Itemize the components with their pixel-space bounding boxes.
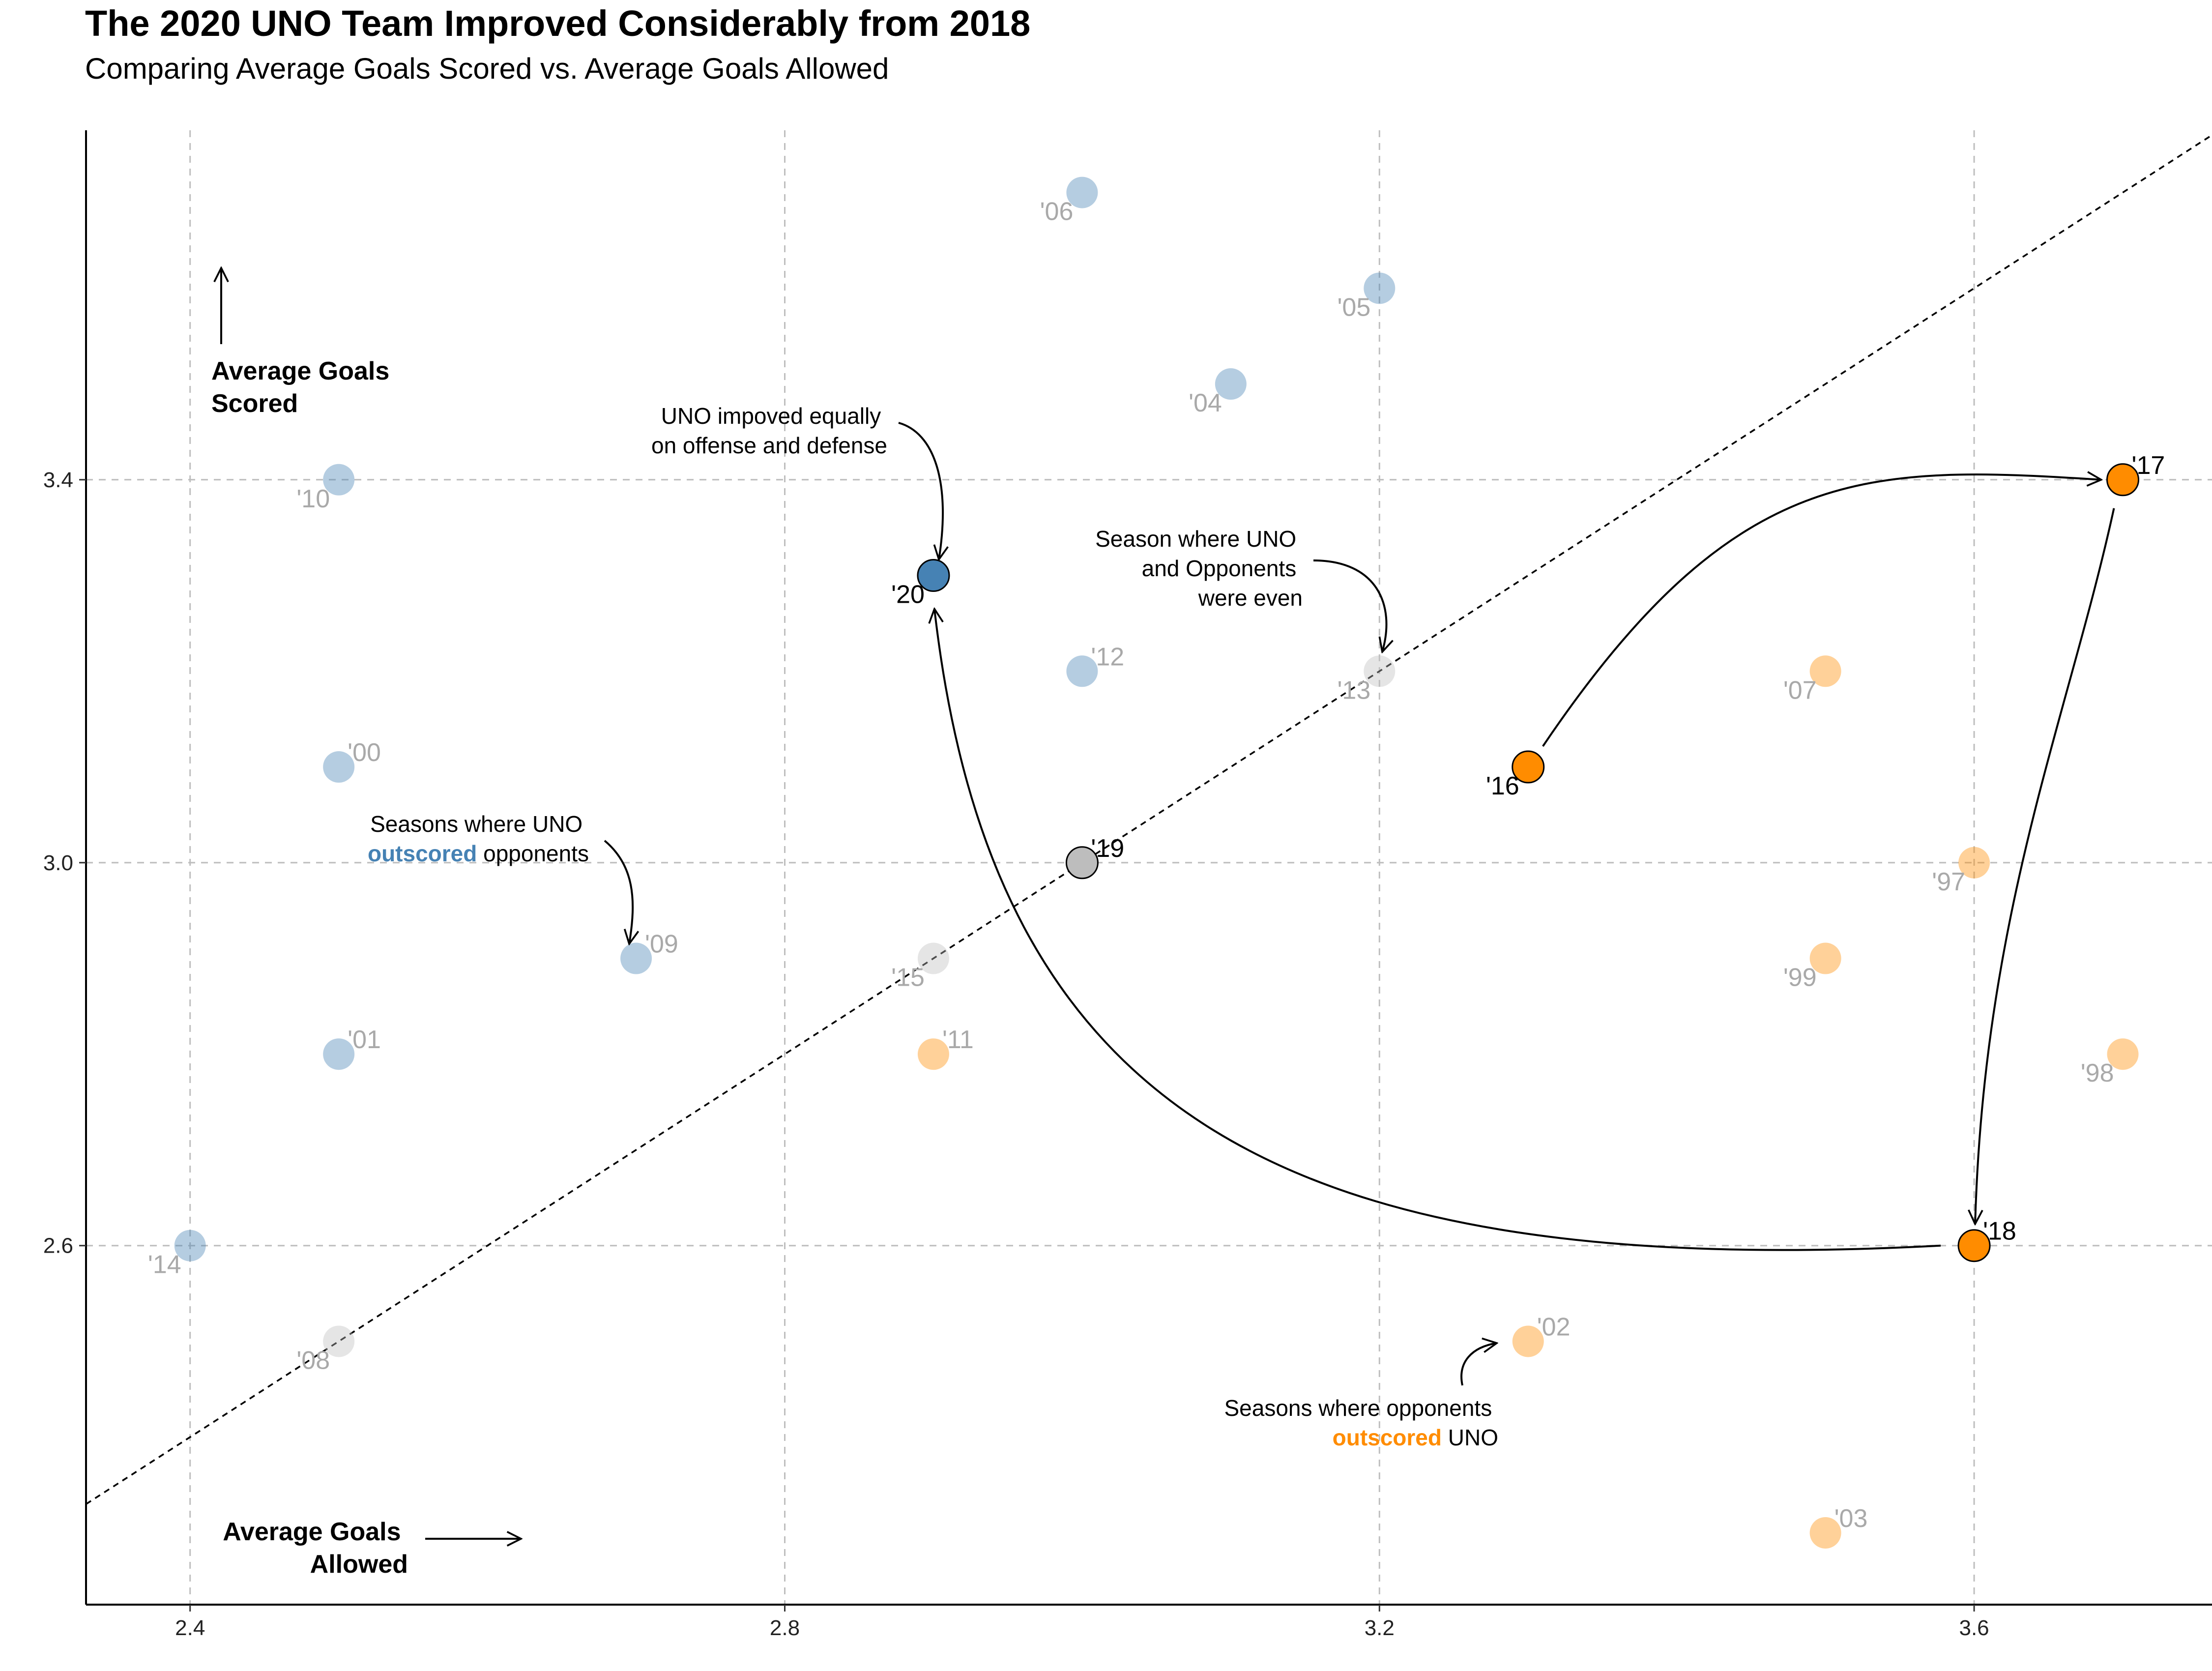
point-label-05: '05 — [1338, 293, 1371, 322]
point-label-09: '09 — [645, 930, 678, 959]
chart-title: The 2020 UNO Team Improved Considerably … — [85, 3, 1030, 44]
point-label-07: '07 — [1783, 676, 1817, 704]
even-arrow — [1313, 559, 1386, 652]
tick-labels: 2.4 2.8 3.2 3.6 2.6 3.0 3.4 — [43, 468, 1989, 1640]
point-label-19: '19 — [1091, 834, 1124, 863]
point-16 — [1512, 750, 1545, 784]
point-97 — [1958, 847, 1990, 879]
point-label-06: '06 — [1040, 198, 1074, 226]
point-17 — [2106, 463, 2140, 497]
point-label-10: '10 — [296, 485, 330, 513]
point-label-97: '97 — [1932, 868, 1965, 896]
y-tick-label: 3.0 — [43, 851, 73, 875]
point-label-20: '20 — [891, 581, 925, 609]
point-05 — [1364, 272, 1396, 304]
x-tick-label: 2.8 — [770, 1616, 800, 1640]
opp-outscored-annotation: Seasons where opponents outscored UNO — [1224, 1395, 1498, 1450]
x-tick-label: 3.6 — [1959, 1616, 1989, 1640]
x-tick-label: 3.2 — [1365, 1616, 1395, 1640]
point-14 — [174, 1230, 206, 1261]
grid-lines — [86, 130, 2212, 1605]
point-18 — [1957, 1229, 1991, 1262]
axes — [85, 130, 2212, 1606]
opp-outscored-arrow — [1460, 1343, 1497, 1386]
point-13 — [1364, 655, 1396, 687]
point-01 — [323, 1038, 355, 1070]
point-label-14: '14 — [148, 1251, 181, 1279]
point-label-01: '01 — [348, 1026, 381, 1054]
chart-subtitle: Comparing Average Goals Scored vs. Avera… — [85, 52, 889, 85]
improved-arrow — [898, 422, 943, 559]
arrow-18-to-20 — [934, 609, 1941, 1251]
opp-outscored-emphasis: outscored — [1333, 1425, 1442, 1450]
point-98 — [2107, 1038, 2139, 1070]
point-10 — [323, 464, 355, 496]
point-label-13: '13 — [1338, 676, 1371, 704]
point-12 — [1066, 655, 1098, 687]
point-06 — [1066, 176, 1098, 208]
point-label-11: '11 — [942, 1026, 974, 1054]
annotations: Average Goals Scored Average Goals Allow… — [211, 268, 1498, 1579]
point-label-15: '15 — [891, 964, 925, 992]
point-11 — [917, 1038, 949, 1070]
point-label-08: '08 — [296, 1346, 330, 1375]
point-label-99: '99 — [1783, 964, 1817, 992]
point-08 — [323, 1325, 355, 1357]
point-00 — [323, 751, 355, 783]
even-annotation: Season where UNO and Opponents were even — [1095, 526, 1303, 611]
point-label-18: '18 — [1983, 1217, 2016, 1246]
point-labels: '00 '01 '04 '05 '06 '09 '10 '12 '14 '20 '08 '13 '15 '… — [148, 198, 2165, 1533]
point-19 — [1065, 846, 1099, 879]
point-99 — [1809, 942, 1841, 974]
data-points — [174, 176, 2140, 1549]
point-label-02: '02 — [1537, 1313, 1571, 1341]
arrow-17-to-18 — [1975, 508, 2115, 1224]
point-02 — [1512, 1325, 1544, 1357]
point-15 — [917, 942, 949, 974]
x-axis-note: Average Goals Allowed — [223, 1518, 408, 1579]
point-label-03: '03 — [1834, 1504, 1868, 1533]
point-07 — [1809, 655, 1841, 687]
point-04 — [1215, 368, 1247, 400]
point-label-16: '16 — [1486, 772, 1519, 800]
point-label-00: '00 — [348, 738, 381, 767]
y-tick-label: 3.4 — [43, 468, 73, 492]
point-09 — [620, 942, 652, 974]
point-label-17: '17 — [2132, 451, 2165, 480]
point-03 — [1809, 1517, 1841, 1549]
season-path-arrows — [934, 474, 2115, 1251]
outscored-emphasis: outscored — [368, 841, 477, 866]
arrow-16-to-17 — [1542, 474, 2101, 747]
y-tick-label: 2.6 — [43, 1234, 73, 1258]
point-label-12: '12 — [1091, 643, 1124, 671]
x-tick-label: 2.4 — [175, 1616, 205, 1640]
point-label-98: '98 — [2081, 1059, 2114, 1087]
improved-annotation: UNO impoved equally on offense and defen… — [651, 403, 887, 458]
uno-outscored-arrow — [604, 840, 633, 944]
uno-outscored-annotation: Seasons where UNO outscored opponents — [368, 811, 589, 866]
y-axis-note: Average Goals Scored — [211, 357, 397, 418]
point-label-04: '04 — [1189, 389, 1222, 417]
